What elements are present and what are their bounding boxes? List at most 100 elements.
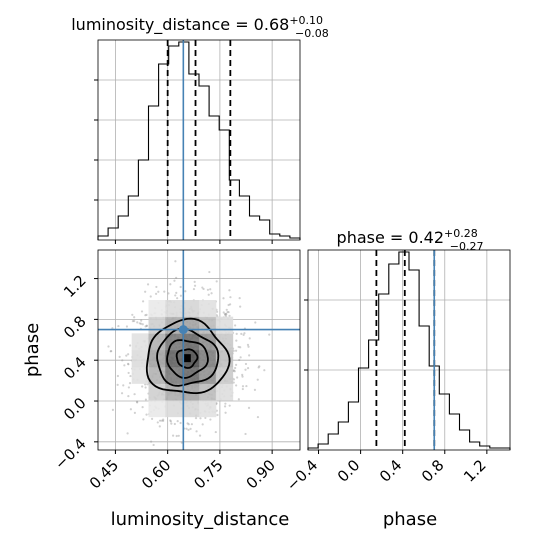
sample-point [158, 425, 161, 428]
sample-point [241, 387, 244, 391]
sample-point [133, 319, 136, 323]
sample-point [173, 422, 176, 426]
sample-point [187, 423, 190, 426]
density-cell [131, 333, 149, 351]
sample-point [237, 398, 240, 401]
sample-point [248, 337, 251, 340]
sample-point [174, 294, 177, 297]
phase-x-tick-label: −0.4 [283, 456, 321, 494]
sample-point [198, 434, 202, 437]
sample-point [216, 413, 219, 417]
sample-point [152, 443, 155, 447]
sample-point [138, 322, 141, 325]
luminosity-distance-title: luminosity_distance = 0.68+0.10 −0.08 [71, 14, 329, 40]
sample-point [111, 327, 114, 330]
sample-point [187, 428, 190, 431]
density-cell [215, 383, 234, 401]
sample-point [244, 362, 248, 366]
sample-point [173, 279, 176, 282]
sample-point [136, 321, 139, 324]
luminosity-distance-histogram-panel: luminosity_distance = 0.68+0.10 −0.08 [71, 14, 329, 244]
sample-point [224, 402, 227, 405]
sample-point [234, 366, 237, 370]
phase-x-tick-label: 1.2 [460, 456, 490, 486]
sample-point [258, 365, 261, 368]
sample-point [243, 332, 246, 335]
density-cell [148, 300, 166, 318]
sample-point [131, 320, 135, 323]
joint-y-tick-label: 0.4 [60, 353, 90, 383]
sample-point [127, 395, 130, 398]
sample-point [133, 411, 136, 415]
sample-point [135, 400, 139, 403]
sample-point [162, 418, 165, 421]
sample-point [144, 325, 147, 328]
luminosity-distance-histogram-line [97, 41, 301, 240]
phase-x-tick-label: 0.8 [418, 456, 448, 486]
sample-point [253, 388, 257, 391]
phase-frame [307, 249, 511, 451]
sample-point [223, 405, 227, 408]
sample-point [246, 367, 250, 370]
density-cell [148, 316, 166, 334]
sample-point [206, 288, 210, 291]
sample-point [167, 292, 170, 295]
density-cell [165, 366, 183, 384]
sample-point [233, 370, 236, 373]
sample-point [175, 434, 178, 438]
sample-point [239, 356, 242, 359]
sample-point [234, 324, 237, 327]
phase-title: phase = 0.42+0.28 −0.27 [337, 227, 484, 253]
sample-point [120, 392, 124, 395]
sample-point [227, 310, 230, 314]
sample-point [157, 290, 160, 293]
sample-point [169, 420, 173, 423]
sample-point [180, 441, 183, 444]
density-cell [199, 400, 217, 418]
sample-point [144, 386, 147, 389]
sample-point [145, 313, 148, 316]
sample-point [239, 346, 242, 349]
sample-point [235, 363, 238, 366]
density-cell [131, 366, 149, 384]
sample-point [177, 434, 180, 437]
sample-point [228, 314, 231, 317]
sample-point [247, 406, 251, 409]
sample-point [228, 289, 231, 292]
sample-point [179, 421, 182, 425]
sample-point [214, 430, 217, 434]
joint-x-tick-label: 0.90 [243, 456, 279, 492]
sample-point [156, 421, 159, 424]
sample-point [190, 423, 193, 426]
sample-point [237, 345, 240, 349]
luminosity-distance-frame [97, 39, 301, 241]
sample-point [149, 295, 152, 298]
sample-point [142, 300, 145, 303]
density-cell [182, 300, 200, 318]
sample-point [235, 332, 238, 335]
sample-point [189, 427, 192, 430]
joint-density-panel: 0.45 0.60 0.75 0.90 −0.4 0.0 0.4 0.8 1.2 [51, 249, 301, 492]
sample-point [155, 285, 158, 289]
sample-point [110, 349, 113, 353]
sample-point [199, 417, 202, 420]
sample-point [95, 323, 97, 325]
sample-point [234, 349, 238, 352]
sample-point [215, 280, 218, 283]
density-cell [199, 316, 217, 334]
sample-point [111, 408, 115, 411]
sample-point [236, 376, 239, 379]
density-cell [215, 333, 234, 351]
sample-point [257, 366, 260, 369]
sample-point [141, 323, 144, 326]
sample-point [209, 288, 212, 291]
sample-point [123, 364, 126, 367]
sample-point [145, 324, 148, 328]
sample-point [150, 440, 153, 443]
joint-y-tick-label: 1.2 [60, 272, 90, 302]
sample-point [169, 419, 172, 422]
sample-point [232, 378, 236, 381]
sample-point [125, 325, 129, 328]
sample-point [195, 430, 198, 433]
